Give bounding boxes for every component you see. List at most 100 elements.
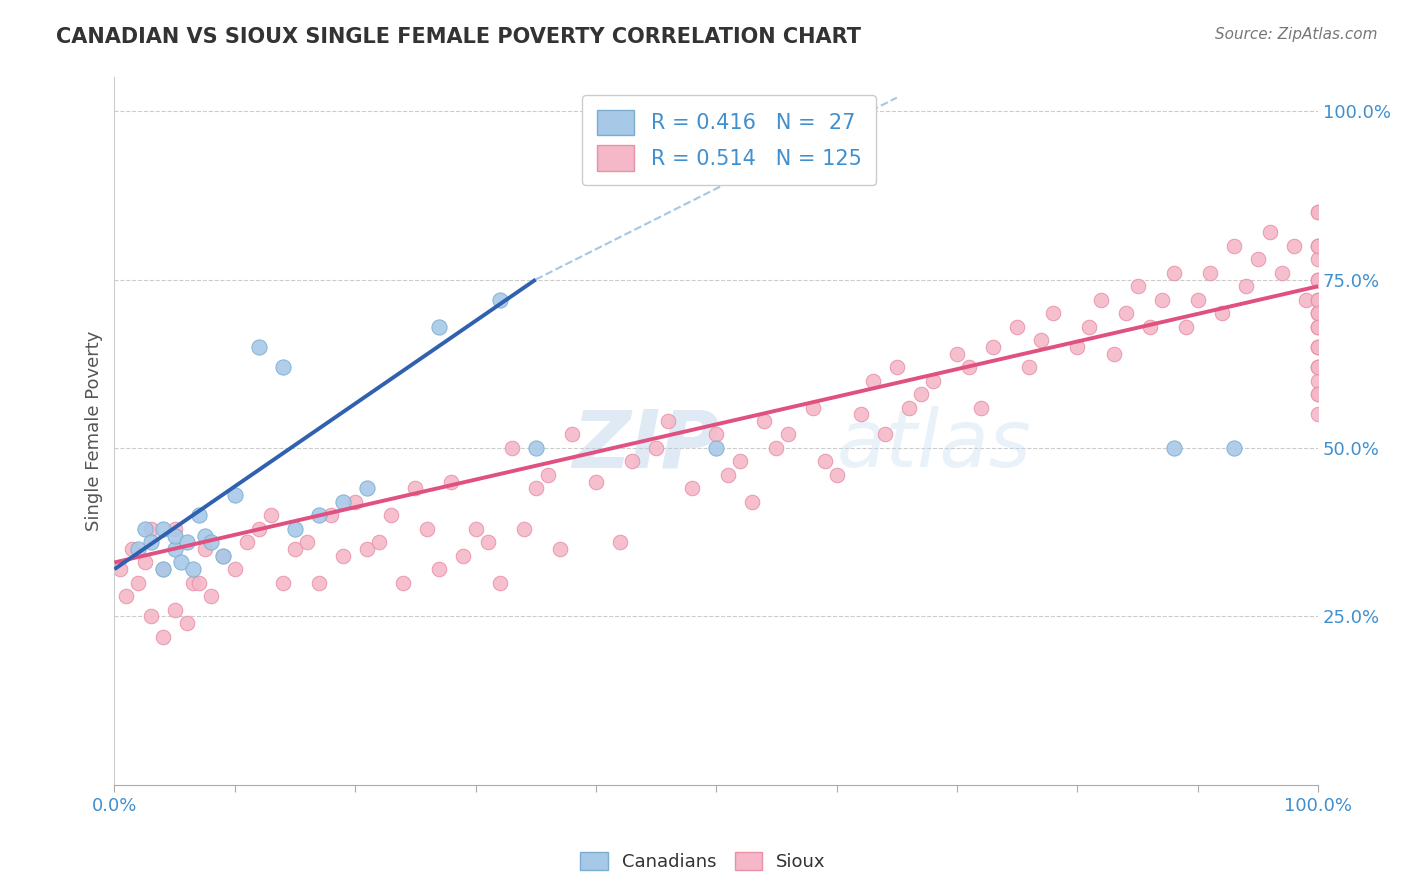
Point	[110, 562, 132, 576]
Point	[134, 522, 156, 536]
Point	[778, 427, 800, 442]
Point	[1258, 226, 1281, 240]
Point	[1308, 293, 1330, 307]
Legend: R = 0.416   N =  27, R = 0.514   N = 125: R = 0.416 N = 27, R = 0.514 N = 125	[582, 95, 876, 186]
Point	[404, 481, 426, 495]
Point	[271, 360, 294, 375]
Point	[1308, 360, 1330, 375]
Point	[1308, 319, 1330, 334]
Point	[176, 616, 198, 631]
Point	[464, 522, 486, 536]
Point	[886, 360, 908, 375]
Point	[537, 467, 560, 482]
Point	[1308, 387, 1330, 401]
Point	[970, 401, 993, 415]
Point	[645, 441, 668, 455]
Point	[1271, 266, 1294, 280]
Point	[356, 481, 378, 495]
Point	[152, 630, 174, 644]
Legend: Canadians, Sioux: Canadians, Sioux	[574, 845, 832, 879]
Text: Source: ZipAtlas.com: Source: ZipAtlas.com	[1215, 27, 1378, 42]
Point	[169, 556, 191, 570]
Point	[1308, 239, 1330, 253]
Point	[1308, 239, 1330, 253]
Point	[181, 562, 204, 576]
Point	[873, 427, 896, 442]
Point	[440, 475, 463, 489]
Point	[561, 427, 583, 442]
Point	[1126, 279, 1149, 293]
Point	[1308, 340, 1330, 354]
Point	[946, 346, 969, 360]
Point	[319, 508, 342, 523]
Point	[187, 508, 209, 523]
Point	[176, 535, 198, 549]
Point	[585, 475, 607, 489]
Point	[1018, 360, 1040, 375]
Point	[163, 541, 186, 556]
Point	[224, 562, 246, 576]
Point	[548, 541, 571, 556]
Point	[1308, 319, 1330, 334]
Point	[1308, 293, 1330, 307]
Point	[332, 495, 354, 509]
Point	[657, 414, 679, 428]
Point	[1308, 293, 1330, 307]
Point	[1163, 441, 1185, 455]
Point	[163, 602, 186, 616]
Point	[211, 549, 233, 563]
Point	[1139, 319, 1161, 334]
Text: atlas: atlas	[837, 406, 1032, 484]
Point	[1211, 306, 1233, 320]
Point	[211, 549, 233, 563]
Point	[453, 549, 475, 563]
Point	[681, 481, 703, 495]
Point	[1308, 272, 1330, 286]
Point	[1308, 306, 1330, 320]
Point	[1163, 266, 1185, 280]
Point	[247, 522, 270, 536]
Point	[152, 522, 174, 536]
Point	[392, 575, 415, 590]
Point	[134, 556, 156, 570]
Point	[741, 495, 763, 509]
Point	[200, 589, 222, 603]
Point	[139, 535, 162, 549]
Point	[416, 522, 439, 536]
Point	[1295, 293, 1317, 307]
Point	[1282, 239, 1305, 253]
Point	[957, 360, 980, 375]
Text: CANADIAN VS SIOUX SINGLE FEMALE POVERTY CORRELATION CHART: CANADIAN VS SIOUX SINGLE FEMALE POVERTY …	[56, 27, 862, 46]
Point	[332, 549, 354, 563]
Point	[163, 522, 186, 536]
Point	[621, 454, 644, 468]
Point	[368, 535, 391, 549]
Point	[1308, 360, 1330, 375]
Point	[121, 541, 143, 556]
Point	[477, 535, 499, 549]
Point	[187, 575, 209, 590]
Point	[1090, 293, 1112, 307]
Point	[194, 541, 217, 556]
Point	[308, 575, 330, 590]
Point	[1187, 293, 1209, 307]
Point	[813, 454, 835, 468]
Point	[1308, 205, 1330, 219]
Point	[344, 495, 367, 509]
Point	[1308, 272, 1330, 286]
Point	[429, 319, 451, 334]
Point	[284, 522, 307, 536]
Point	[524, 481, 547, 495]
Point	[194, 528, 217, 542]
Point	[356, 541, 378, 556]
Point	[1223, 441, 1246, 455]
Point	[488, 293, 510, 307]
Point	[429, 562, 451, 576]
Point	[825, 467, 848, 482]
Point	[308, 508, 330, 523]
Point	[1308, 306, 1330, 320]
Point	[139, 522, 162, 536]
Point	[1005, 319, 1028, 334]
Point	[862, 374, 884, 388]
Point	[897, 401, 920, 415]
